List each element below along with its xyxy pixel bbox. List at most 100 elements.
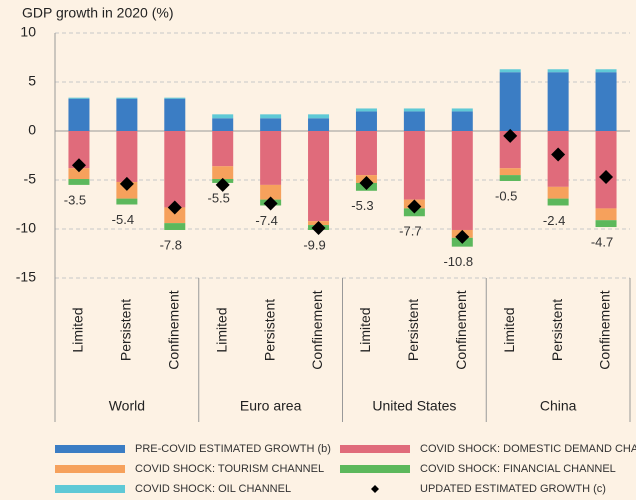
legend-swatch [340,445,410,453]
legend-label: COVID SHOCK: OIL CHANNEL [135,483,291,495]
bar-segment [212,131,234,167]
marker [71,158,86,173]
legend-label: PRE-COVID ESTIMATED GROWTH (b) [135,443,331,455]
bar-segment [355,131,377,176]
y-tick-label: -10 [16,220,36,236]
y-tick-label: -15 [16,269,36,285]
x-tick-label: Persistent [549,299,565,361]
bar-segment [403,131,425,200]
bar-segment [355,108,377,112]
marker [455,229,470,244]
bar-segment [403,111,425,131]
x-tick-label: Persistent [261,299,277,361]
legend-label: COVID SHOCK: DOMESTIC DEMAND CHANNEL [420,443,636,455]
bar-segment [68,179,90,185]
x-tick-label: Limited [501,307,517,352]
marker [215,177,230,192]
bar-segment [499,175,521,181]
bar-segment [308,114,330,119]
bar-segment [260,184,282,200]
data-label: -10.8 [443,254,473,269]
bar-segment [164,131,186,208]
bar-segment [260,131,282,185]
bar-segment [116,131,138,182]
x-tick-label: Confinement [165,290,181,369]
bar-segment [451,131,473,230]
data-label: -4.7 [591,234,613,249]
marker [263,196,278,211]
bar-segment [451,111,473,131]
bar-segment [499,72,521,131]
group-label: World [109,398,145,414]
x-tick-label: Limited [213,307,229,352]
data-label: -2.4 [543,213,565,228]
data-label: -5.4 [112,212,134,227]
group-label: China [540,398,577,414]
bar-segment [164,98,186,131]
bar-segment [68,98,90,131]
legend-marker [371,485,379,493]
legend-swatch [55,465,125,473]
legend-swatch [55,445,125,453]
marker [551,147,566,162]
marker [599,170,614,185]
data-label: -5.3 [351,198,373,213]
bar-segment [595,69,617,73]
bar-segment [547,186,569,199]
bar-segment [116,98,138,131]
y-tick-label: 5 [28,73,36,89]
bar-segment [164,207,186,224]
legend-label: COVID SHOCK: TOURISM CHANNEL [135,463,324,475]
legend-label: UPDATED ESTIMATED GROWTH (c) [420,483,606,495]
bar-segment [499,69,521,73]
bar-segment [260,118,282,131]
bar-segment [68,97,90,99]
marker [119,176,134,191]
bar-segment [595,131,617,209]
bar-segment [164,97,186,99]
bar-segment [116,97,138,99]
bar-segment [116,198,138,205]
bar-segment [595,208,617,221]
bar-segment [451,108,473,112]
bar-segment [212,166,234,180]
y-tick-label: 10 [20,24,36,40]
bar-segment [212,118,234,131]
data-label: -9.9 [303,237,325,252]
bar-segment [499,168,521,176]
marker [167,200,182,215]
bar-segment [68,131,90,169]
x-tick-label: Limited [70,307,86,352]
marker [503,128,518,143]
data-label: -3.5 [64,192,86,207]
bar-segment [595,72,617,131]
data-label: -0.5 [495,188,517,203]
bar-segment [68,168,90,180]
legend-swatch [55,485,125,493]
bar-segment [308,131,330,222]
marker [359,175,374,190]
chart-title: GDP growth in 2020 (%) [22,5,173,21]
bar-segment [403,108,425,112]
x-tick-label: Limited [357,307,373,352]
x-tick-label: Persistent [118,299,134,361]
bar-segment [355,111,377,131]
group-label: Euro area [240,398,302,414]
bar-segment [547,198,569,206]
marker [311,221,326,236]
bar-segment [595,220,617,228]
y-tick-label: -5 [24,171,37,187]
bar-segment [260,114,282,119]
data-label: -5.5 [208,190,230,205]
data-label: -7.7 [399,224,421,239]
bar-segment [547,69,569,73]
x-tick-label: Confinement [597,290,613,369]
bar-segment [164,223,186,230]
bar-segment [212,114,234,119]
bar-segment [308,118,330,131]
x-tick-label: Confinement [309,290,325,369]
y-tick-label: 0 [28,122,36,138]
data-label: -7.8 [160,237,182,252]
